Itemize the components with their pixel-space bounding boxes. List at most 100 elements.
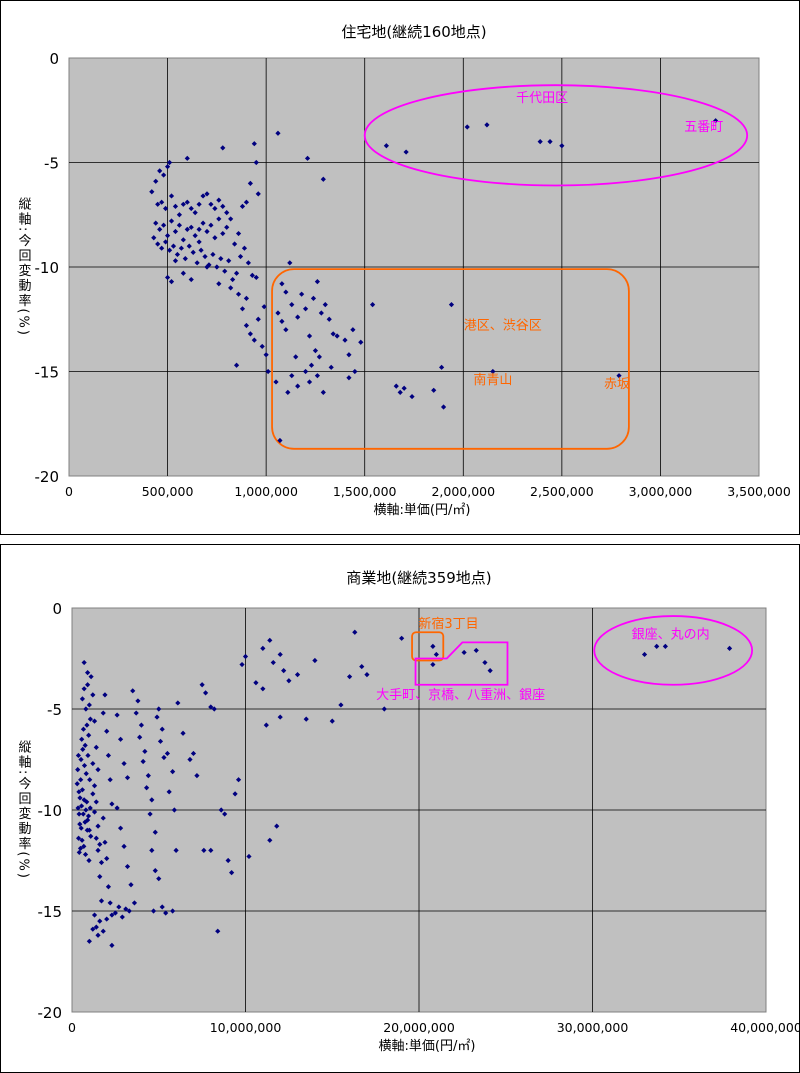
chart-0-data-point xyxy=(295,383,301,389)
chart-1-x-tick-label: 20,000,000 xyxy=(383,1020,455,1035)
chart-0-data-point xyxy=(210,251,216,258)
chart-0-data-point xyxy=(308,362,315,368)
chart-0-annotation-label: 赤坂 xyxy=(604,377,630,392)
chart-0-y-tick-label: 0 xyxy=(49,50,59,68)
chart-0-data-point xyxy=(188,224,194,230)
chart-0-data-point xyxy=(230,276,236,283)
chart-0-data-point xyxy=(251,337,257,343)
chart-0-data-point xyxy=(302,306,309,312)
chart-1-data-point xyxy=(80,811,86,817)
chart-0-data-point xyxy=(253,274,259,281)
chart-1-data-point xyxy=(164,750,171,757)
chart-0-data-point xyxy=(228,285,234,291)
chart-1-data-point xyxy=(166,789,172,795)
chart-0-data-point xyxy=(346,375,352,381)
chart-0-data-point xyxy=(149,189,155,195)
chart-1-data-point xyxy=(201,847,207,853)
chart-1-data-point xyxy=(86,938,92,944)
chart-0-data-point xyxy=(255,191,261,197)
chart-1-data-point xyxy=(208,847,214,853)
chart-0-data-point xyxy=(172,228,179,235)
chart-1-data-point xyxy=(267,837,273,843)
chart-1-data-point xyxy=(82,819,88,825)
chart-0-data-point xyxy=(306,379,313,385)
chart-0-data-point xyxy=(220,203,226,209)
chart-1-x-tick-label: 10,000,000 xyxy=(210,1020,282,1035)
chart-1-data-point xyxy=(119,914,125,920)
chart-panel-residential: 住宅地(継続160地点) 0 500,000 1,000,000 1,500,000 2,… xyxy=(0,0,800,535)
chart-1-data-point xyxy=(159,904,165,910)
chart-0-data-point xyxy=(255,316,261,322)
chart-1-data-point xyxy=(93,835,99,841)
chart-0-data-point xyxy=(316,354,322,360)
chart-1-highlight-box xyxy=(411,631,445,662)
chart-0-data-point xyxy=(247,331,253,337)
chart-0-data-point xyxy=(440,404,447,410)
chart-0-data-point xyxy=(261,304,267,310)
chart-1-data-point xyxy=(100,815,106,821)
chart-1-data-point xyxy=(329,718,335,724)
chart-0-data-point xyxy=(393,383,399,389)
chart-0-data-point xyxy=(155,241,161,247)
chart-1-data-point xyxy=(91,809,98,815)
chart-1-data-point xyxy=(77,821,83,827)
chart-0-data-point xyxy=(320,176,326,182)
chart-0-data-point xyxy=(302,368,309,375)
chart-0-data-point xyxy=(172,258,179,264)
chart-1-data-point xyxy=(77,795,83,801)
chart-0-data-point xyxy=(222,268,228,274)
chart-1-data-point xyxy=(81,686,87,692)
chart-1-data-point xyxy=(171,807,177,813)
chart-0-data-point xyxy=(310,295,317,301)
chart-0-data-point xyxy=(279,318,285,324)
chart-0-data-point xyxy=(243,295,250,301)
chart-0-data-point xyxy=(212,235,218,241)
chart-0-data-point xyxy=(330,331,336,337)
chart-1-data-point xyxy=(281,668,287,674)
chart-0-x-tick-label: 3,500,000 xyxy=(727,484,791,499)
chart-1-data-point xyxy=(381,706,387,712)
chart-0-data-point xyxy=(243,322,250,329)
chart-0-data-point xyxy=(275,130,281,136)
chart-0-data-point xyxy=(170,243,177,249)
chart-1-data-point xyxy=(107,900,113,906)
chart-1-data-point xyxy=(97,874,103,880)
chart-0-data-point xyxy=(228,216,234,222)
chart-0-data-point xyxy=(204,191,210,197)
chart-0-x-tick-label: 2,000,000 xyxy=(431,484,495,499)
chart-0-data-point xyxy=(247,180,253,186)
chart-1-data-point xyxy=(114,712,120,718)
chart-0-data-point xyxy=(342,337,348,343)
chart-0-data-point xyxy=(259,343,265,350)
chart-1-data-point xyxy=(218,807,224,813)
chart-1-data-point xyxy=(109,801,115,807)
chart-0-data-point xyxy=(208,222,214,228)
chart-1-data-point xyxy=(131,900,138,906)
chart-1-data-point xyxy=(86,732,92,738)
chart-0-data-point xyxy=(314,279,320,285)
chart-0-y-tick-label: -10 xyxy=(35,259,60,277)
chart-1-data-point xyxy=(173,847,179,853)
chart-1-data-point xyxy=(352,629,358,635)
chart-0-x-tick-label: 1,000,000 xyxy=(234,484,298,499)
chart-1-data-point xyxy=(100,928,106,934)
chart-0-data-point xyxy=(265,368,271,375)
chart-0-data-point xyxy=(198,247,204,253)
chart-0-annotation-label: 南青山 xyxy=(473,372,512,388)
chart-0-data-point xyxy=(168,218,175,224)
chart-0-data-point xyxy=(273,379,279,385)
chart-0-data-point xyxy=(208,201,214,207)
chart-0-data-point xyxy=(196,226,202,232)
chart-0-data-point xyxy=(318,310,324,316)
chart-1-data-point xyxy=(82,851,89,858)
chart-1-y-tick-label: 0 xyxy=(52,600,62,618)
chart-0-data-point xyxy=(299,291,305,297)
chart-0-data-point xyxy=(163,239,169,245)
chart-1-y-tick-label: -15 xyxy=(38,903,63,921)
chart-0-data-point xyxy=(245,260,251,266)
chart-0-data-point xyxy=(352,368,358,375)
chart-0-data-point xyxy=(306,333,313,339)
chart-0-annotation-label: 港区、渋谷区 xyxy=(464,319,542,334)
chart-1-data-point xyxy=(79,787,86,793)
chart-1-x-tick-label: 30,000,000 xyxy=(557,1020,629,1035)
